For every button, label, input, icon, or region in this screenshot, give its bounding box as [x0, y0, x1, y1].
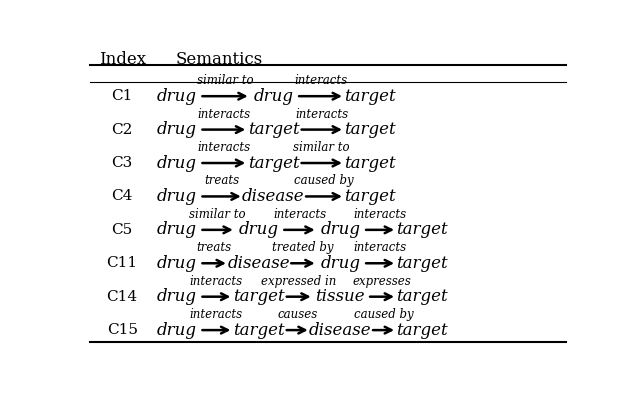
Text: C11: C11 [107, 256, 138, 270]
Text: target: target [248, 121, 300, 138]
Text: interacts: interacts [353, 241, 406, 254]
Text: similar to: similar to [189, 208, 246, 221]
Text: drug: drug [157, 121, 196, 138]
Text: Index: Index [99, 51, 146, 68]
Text: tissue: tissue [316, 288, 365, 305]
Text: C15: C15 [107, 323, 138, 337]
Text: similar to: similar to [196, 74, 253, 87]
Text: drug: drug [157, 321, 196, 339]
Text: disease: disease [242, 188, 305, 205]
Text: expressed in: expressed in [261, 275, 337, 288]
Text: target: target [344, 121, 396, 138]
Text: caused by: caused by [294, 174, 354, 187]
Text: C14: C14 [107, 290, 138, 304]
Text: disease: disease [309, 321, 372, 339]
Text: treats: treats [196, 241, 232, 254]
Text: C4: C4 [111, 189, 133, 204]
Text: C2: C2 [111, 123, 133, 137]
Text: causes: causes [277, 308, 317, 321]
Text: target: target [233, 288, 284, 305]
Text: treats: treats [204, 174, 239, 187]
Text: C3: C3 [111, 156, 132, 170]
Text: treated by: treated by [272, 241, 333, 254]
Text: target: target [248, 154, 300, 171]
Text: drug: drug [253, 88, 293, 105]
Text: target: target [233, 321, 284, 339]
Text: C5: C5 [111, 223, 132, 237]
Text: drug: drug [157, 88, 196, 105]
Text: interacts: interacts [197, 108, 250, 121]
Text: Semantics: Semantics [175, 51, 262, 68]
Text: target: target [396, 288, 448, 305]
Text: target: target [396, 221, 448, 238]
Text: drug: drug [321, 221, 360, 238]
Text: drug: drug [157, 255, 196, 272]
Text: interacts: interacts [190, 275, 243, 288]
Text: target: target [344, 154, 396, 171]
Text: drug: drug [239, 221, 278, 238]
Text: drug: drug [157, 288, 196, 305]
Text: drug: drug [157, 154, 196, 171]
Text: target: target [396, 321, 448, 339]
Text: interacts: interacts [353, 208, 406, 221]
Text: interacts: interacts [294, 74, 347, 87]
Text: caused by: caused by [354, 308, 413, 321]
Text: target: target [396, 255, 448, 272]
Text: target: target [344, 88, 396, 105]
Text: C1: C1 [111, 89, 133, 103]
Text: target: target [344, 188, 396, 205]
Text: disease: disease [227, 255, 290, 272]
Text: interacts: interacts [273, 208, 326, 221]
Text: drug: drug [157, 188, 196, 205]
Text: expresses: expresses [353, 275, 412, 288]
Text: interacts: interacts [295, 108, 348, 121]
Text: interacts: interacts [190, 308, 243, 321]
Text: similar to: similar to [294, 141, 350, 154]
Text: drug: drug [157, 221, 196, 238]
Text: interacts: interacts [197, 141, 250, 154]
Text: drug: drug [321, 255, 360, 272]
